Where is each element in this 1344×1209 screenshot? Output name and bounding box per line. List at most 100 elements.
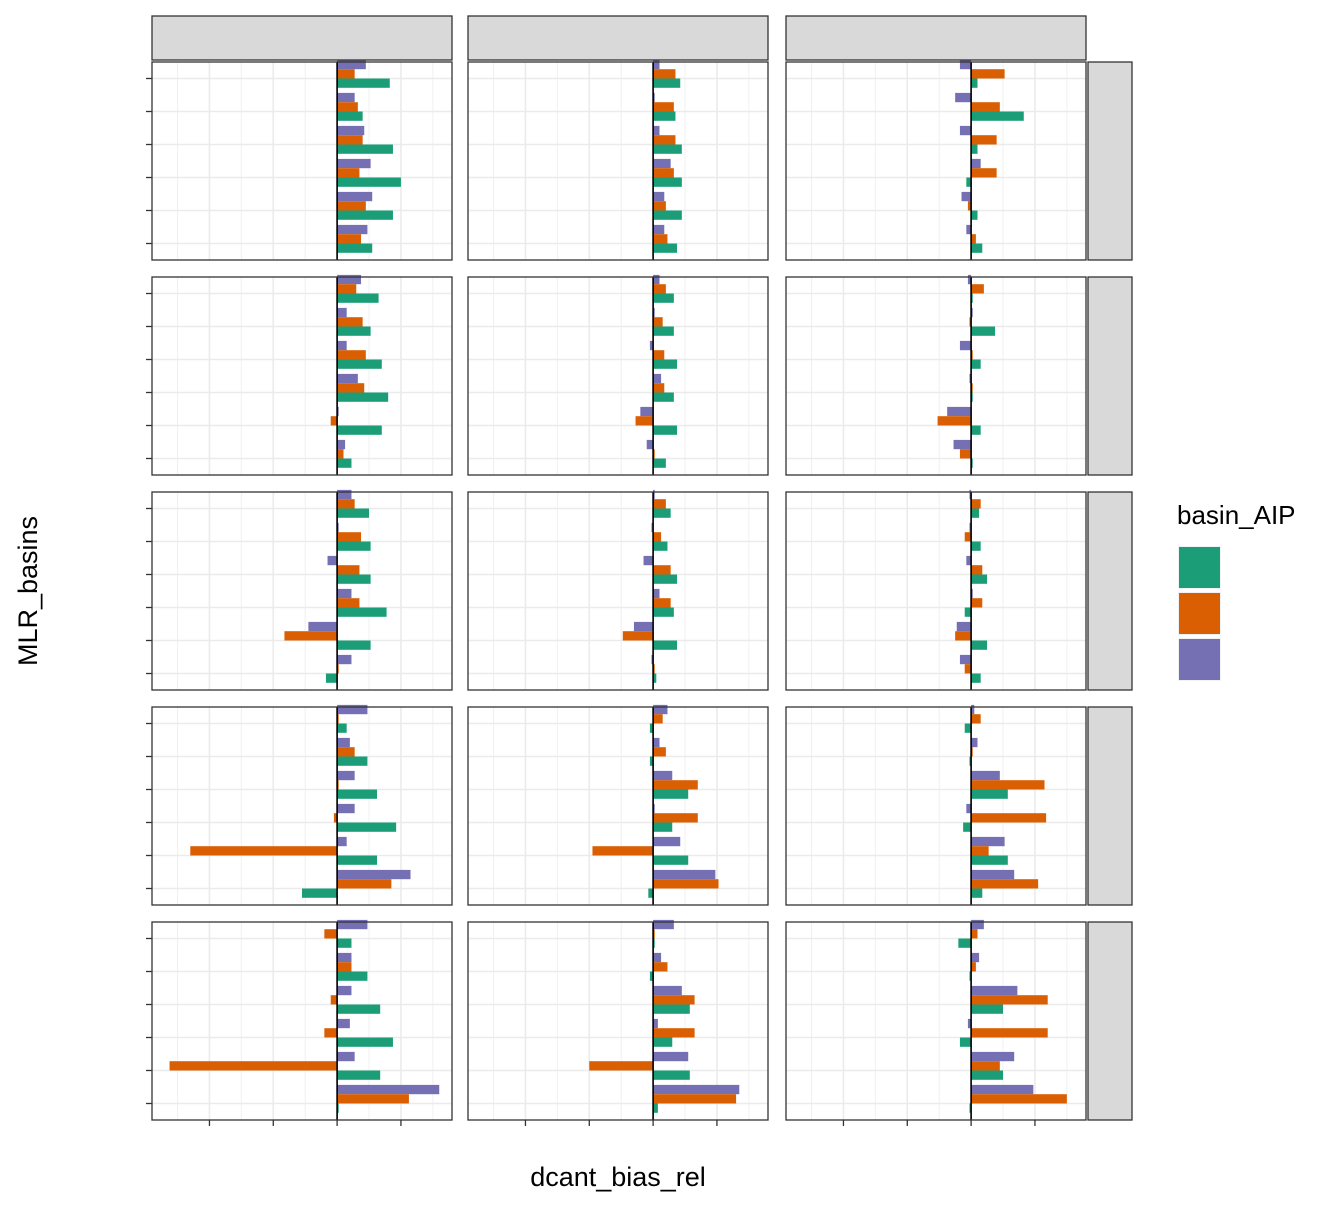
bar-atlantic-so-aip (337, 723, 347, 733)
bar-pacific-so-aip (971, 919, 984, 930)
row-strip-box (1087, 491, 1133, 691)
bar-indian-1 (653, 1094, 737, 1104)
bar-indian-aip (971, 135, 997, 145)
bar-atlantic-1 (653, 458, 666, 468)
bar-indian-2 (330, 416, 338, 426)
column-strip-1994-2014 (467, 15, 769, 61)
bar-indian-2 (190, 846, 338, 856)
bar-atlantic-so-5 (971, 326, 996, 336)
bar-atlantic-2 (337, 425, 382, 435)
panel-border (785, 921, 1087, 1121)
bar-pacific-aip (337, 125, 365, 136)
bar-indian-so-aip (324, 929, 338, 939)
bar-indian-1 (653, 234, 668, 244)
bar-pacific-so-aip (337, 919, 368, 930)
bar-pacific-so-aip (967, 274, 972, 285)
bar-pacific-1 (337, 224, 368, 235)
bar-indian-so-aip (971, 499, 981, 509)
bar-atlantic-aip (653, 574, 678, 584)
bar-pacific-5 (337, 373, 358, 384)
bar-atlantic-aip (653, 789, 689, 799)
bar-pacific-2 (337, 191, 373, 202)
bar-indian-aip (971, 995, 1048, 1005)
facet-panels (151, 59, 1087, 1121)
bar-indian-aip (337, 350, 366, 360)
panel-10000-1994-2014 (467, 919, 769, 1121)
bar-pacific-aip (959, 125, 972, 136)
bar-atlantic-5 (653, 392, 674, 402)
bar-atlantic-aip (337, 144, 393, 154)
bar-pacific-aip (327, 555, 338, 566)
bar-pacific-so-5 (955, 92, 972, 103)
bar-pacific-aip (643, 555, 654, 566)
y-axis-1000 (146, 507, 152, 675)
bar-pacific-2 (337, 1051, 355, 1062)
row-strip-box (1087, 276, 1133, 476)
bar-indian-5 (653, 1028, 695, 1038)
panel-background (152, 277, 452, 475)
bar-pacific-aip (971, 770, 1000, 781)
legend-item-indian (1178, 592, 1221, 635)
bar-atlantic-aip (971, 359, 981, 369)
bar-indian-5 (971, 813, 1047, 823)
panel-500-2004-2014 (785, 274, 1087, 476)
bar-indian-so-aip (653, 284, 666, 294)
panel-background (786, 492, 1086, 690)
bar-indian-aip (653, 565, 671, 575)
bar-indian-so-aip (971, 69, 1005, 79)
bar-indian-so-aip (971, 284, 984, 294)
bar-atlantic-1 (302, 888, 338, 898)
bar-pacific-2 (956, 621, 972, 632)
row-strip-box (1087, 706, 1133, 906)
bar-atlantic-1 (971, 888, 983, 898)
bar-pacific-so-5 (337, 307, 347, 318)
bar-atlantic-aip (653, 1004, 690, 1014)
bar-pacific-2 (971, 836, 1005, 847)
bar-pacific-5 (653, 1018, 658, 1029)
bar-atlantic-5 (337, 607, 387, 617)
y-axis-100 (146, 77, 152, 245)
panel-3000-1994-2014 (467, 704, 769, 906)
bar-indian-aip (337, 565, 360, 575)
bar-atlantic-5 (653, 607, 674, 617)
row-strips (1087, 61, 1133, 1121)
panel-border (151, 61, 453, 261)
bar-atlantic-so-5 (337, 541, 371, 551)
bar-atlantic-1 (653, 1103, 658, 1113)
bar-indian-5 (653, 813, 698, 823)
bar-pacific-5 (653, 588, 660, 599)
row-strip-500 (1087, 276, 1133, 476)
bar-indian-so-5 (653, 532, 662, 542)
bar-pacific-2 (308, 621, 338, 632)
bar-atlantic-so-5 (337, 326, 371, 336)
bar-indian-so-5 (964, 532, 972, 542)
bar-indian-2 (284, 631, 338, 641)
bar-indian-so-aip (971, 929, 978, 939)
bar-pacific-5 (653, 158, 671, 169)
bar-pacific-2 (337, 836, 347, 847)
panel-background (468, 277, 768, 475)
bar-pacific-so-5 (337, 92, 355, 103)
bar-atlantic-aip (337, 789, 377, 799)
bar-indian-5 (324, 1028, 338, 1038)
panel-border (467, 276, 769, 476)
bar-atlantic-5 (653, 1037, 673, 1047)
legend-title: basin_AIP (1177, 500, 1296, 530)
bar-atlantic-5 (653, 822, 673, 832)
bar-indian-aip (653, 350, 665, 360)
legend-swatch-indian (1179, 593, 1220, 634)
bar-pacific-2 (653, 1051, 689, 1062)
bar-indian-5 (333, 813, 338, 823)
bar-atlantic-2 (971, 1070, 1004, 1080)
bar-indian-2 (169, 1061, 338, 1071)
x-axis-1994-2004 (208, 1120, 402, 1126)
bar-pacific-1 (653, 869, 716, 880)
bar-pacific-aip (653, 770, 673, 781)
bar-indian-so-5 (337, 747, 355, 757)
bar-atlantic-1 (653, 673, 657, 683)
bar-indian-so-aip (653, 714, 663, 724)
bar-pacific-aip (653, 125, 660, 136)
bar-indian-2 (955, 631, 972, 641)
bar-atlantic-so-aip (649, 723, 654, 733)
bar-pacific-so-5 (337, 952, 352, 963)
